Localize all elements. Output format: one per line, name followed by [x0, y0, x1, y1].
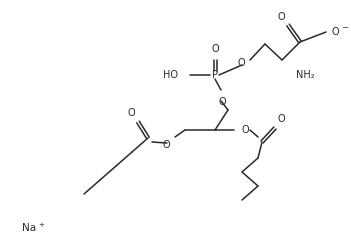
Text: −: − [341, 24, 348, 32]
Text: O: O [331, 27, 339, 37]
Text: HO: HO [163, 70, 178, 80]
Text: P: P [212, 70, 218, 80]
Text: O: O [242, 125, 250, 135]
Text: O: O [211, 44, 219, 54]
Text: O: O [127, 108, 135, 118]
Text: O: O [163, 140, 170, 150]
Text: O: O [237, 58, 245, 68]
Text: +: + [38, 222, 44, 228]
Text: NH₂: NH₂ [296, 70, 314, 80]
Text: Na: Na [22, 223, 36, 233]
Text: O: O [218, 97, 226, 107]
Text: O: O [278, 114, 286, 124]
Text: O: O [277, 12, 285, 22]
